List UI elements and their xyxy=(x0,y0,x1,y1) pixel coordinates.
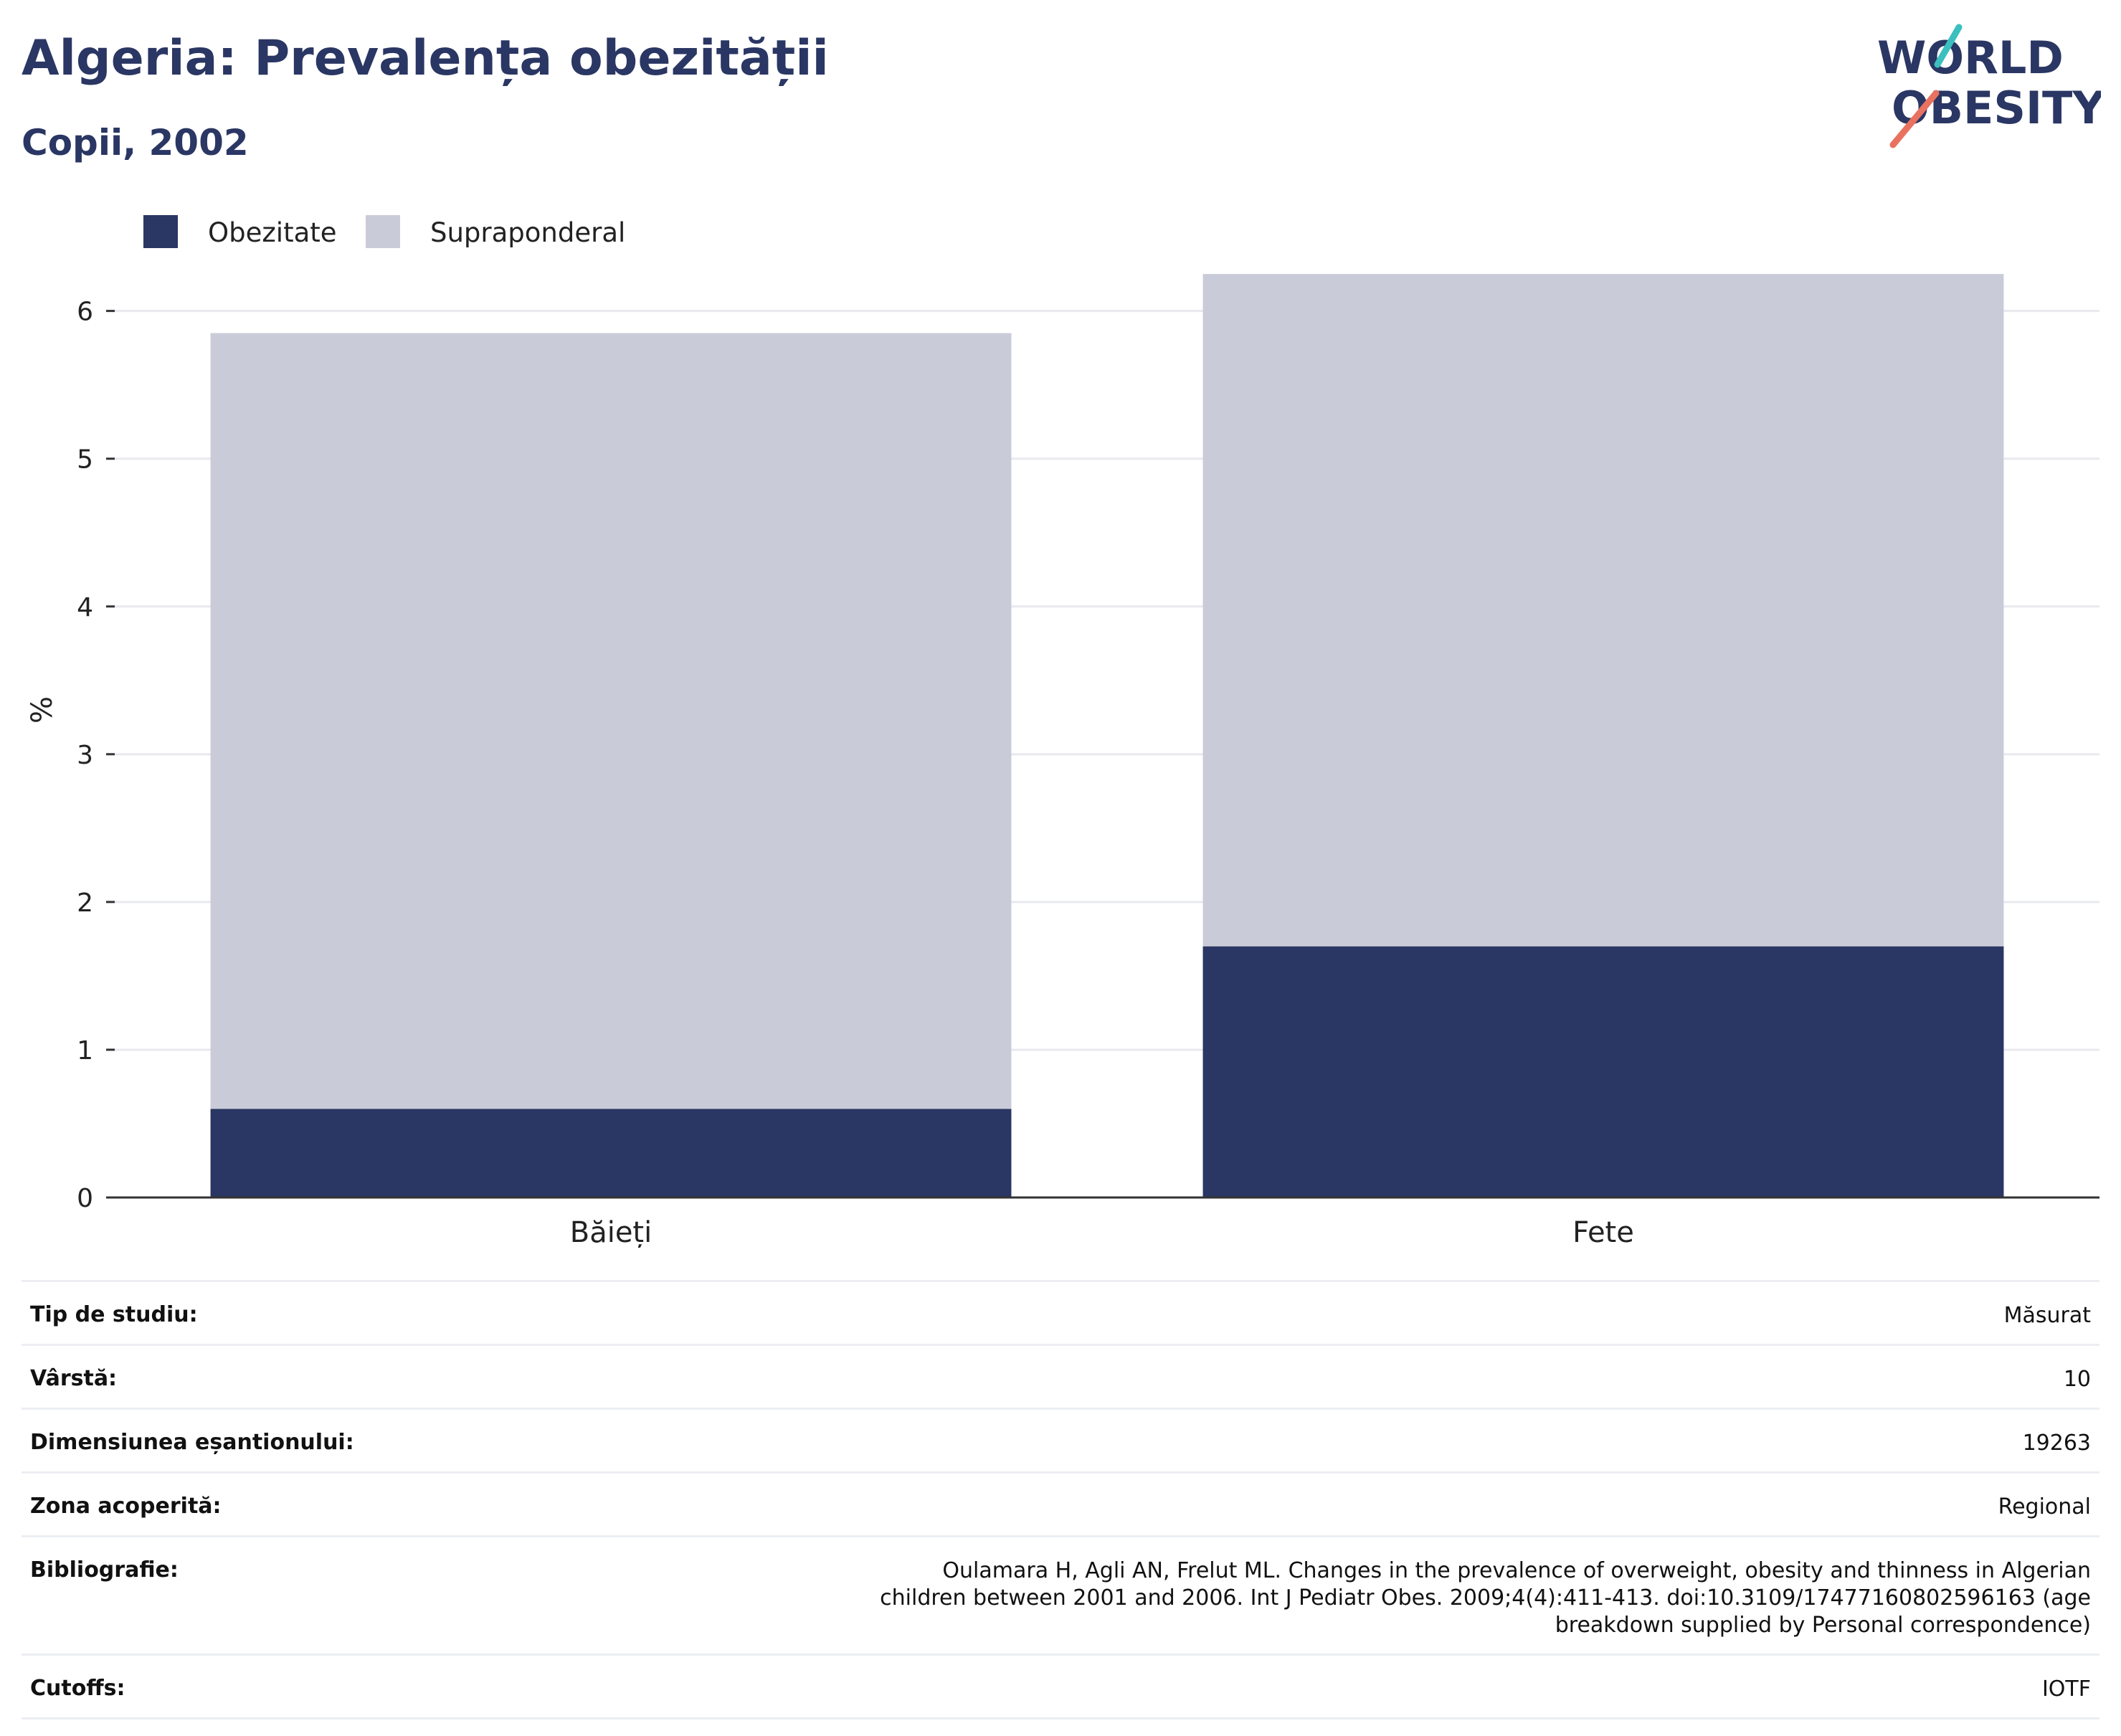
info-value: Oulamara H, Agli AN, Frelut ML. Changes … xyxy=(362,1535,2099,1655)
legend-swatch-supraponderal xyxy=(366,215,400,248)
y-tick-label-1: 1 xyxy=(77,1036,93,1066)
y-axis-label: % xyxy=(26,696,59,724)
info-label: Zona acoperită: xyxy=(22,1471,363,1537)
info-label: Bibliografie: xyxy=(22,1535,363,1655)
y-tick-label-6: 6 xyxy=(77,298,93,327)
y-tick-label-3: 3 xyxy=(77,741,93,770)
y-tick-label-5: 5 xyxy=(77,445,93,475)
x-tick-label-1: Fete xyxy=(1572,1216,1634,1248)
info-value: Măsurat xyxy=(362,1280,2099,1345)
legend-swatch-obezitate xyxy=(143,215,178,248)
page-subtitle: Copii, 2002 xyxy=(22,122,249,163)
y-tick-label-4: 4 xyxy=(77,593,93,622)
y-tick-label-2: 2 xyxy=(77,888,93,918)
logo-slash-teal xyxy=(1934,24,1963,68)
bar-supraponderal-0 xyxy=(210,333,1012,1109)
info-label: Tip de studiu: xyxy=(22,1280,363,1345)
info-label: Vârstă: xyxy=(22,1344,363,1409)
info-row: Dimensiunea eșantionului: 19263 xyxy=(22,1408,2099,1473)
legend-label-supraponderal: Supraponderal xyxy=(430,217,625,248)
logo-slash-coral xyxy=(1889,90,1940,148)
info-label: Cutoffs: xyxy=(22,1654,363,1720)
info-row: Vârstă: 10 xyxy=(22,1344,2099,1409)
info-value: IOTF xyxy=(362,1654,2099,1720)
info-row: Cutoffs: IOTF xyxy=(22,1654,2099,1720)
info-value: Regional xyxy=(362,1471,2099,1537)
info-label: Dimensiunea eșantionului: xyxy=(22,1408,363,1473)
bar-supraponderal-1 xyxy=(1202,274,2004,947)
bar-obezitate-0 xyxy=(210,1109,1012,1197)
stacked-bar-chart: Obezitate Supraponderal 0 1 2 3 4 5 6 Băieți Fete… xyxy=(26,215,2099,1248)
y-tick-label-0: 0 xyxy=(77,1184,93,1213)
info-value: 10 xyxy=(362,1344,2099,1409)
info-row: Zona acoperită: Regional xyxy=(22,1471,2099,1537)
info-value: 19263 xyxy=(362,1408,2099,1473)
logo-text-world: WORLD xyxy=(1877,32,2064,84)
x-tick-label-0: Băieți xyxy=(570,1216,652,1248)
bar-obezitate-1 xyxy=(1202,946,2004,1197)
info-row: Bibliografie: Oulamara H, Agli AN, Frelut… xyxy=(22,1535,2099,1655)
chart-legend: Obezitate Supraponderal xyxy=(143,215,625,248)
study-info-table: Tip de studiu: Măsurat Vârstă: 10 Dimensiune… xyxy=(22,1280,2099,1720)
chart-bars xyxy=(210,274,2004,1197)
world-obesity-logo: WORLD OBESITY xyxy=(1877,24,2101,148)
chart-axes: 0 1 2 3 4 5 6 Băieți Fete xyxy=(77,298,2099,1248)
info-row: Tip de studiu: Măsurat xyxy=(22,1280,2099,1345)
legend-label-obezitate: Obezitate xyxy=(208,217,337,248)
page-title: Algeria: Prevalența obezității xyxy=(22,30,829,87)
